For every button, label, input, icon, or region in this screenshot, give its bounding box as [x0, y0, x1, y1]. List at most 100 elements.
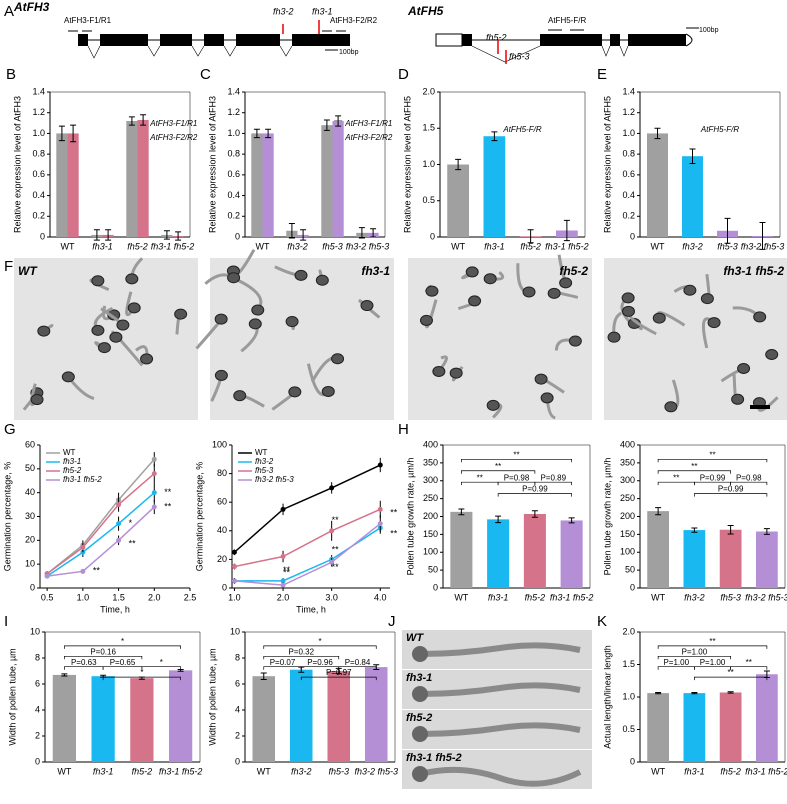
- pollen-grain: [559, 277, 573, 289]
- bar: [647, 133, 668, 237]
- y-tick-label: 0.4: [32, 190, 45, 200]
- bar: [56, 133, 68, 237]
- error-cap: [727, 691, 734, 694]
- significance: **: [332, 562, 340, 572]
- y-tick-label: 0.2: [32, 211, 45, 221]
- y-tick-label: 0.4: [227, 190, 240, 200]
- utr: [435, 33, 463, 47]
- mutation-site: [497, 40, 507, 64]
- series-line: [233, 464, 381, 553]
- error-cap: [655, 507, 662, 516]
- y-tick-label: 2.0: [422, 86, 435, 96]
- splice: [471, 45, 629, 63]
- bar: [483, 136, 506, 237]
- legend-label: fh3-2: [255, 457, 274, 466]
- y-tick-label: 50: [25, 463, 35, 473]
- bar: [756, 531, 778, 588]
- pollen-grain: [412, 766, 428, 782]
- pollen-tube: [419, 766, 582, 787]
- pollen-grain: [30, 394, 44, 406]
- point: [377, 462, 383, 468]
- y-tick-label: 1.0: [227, 128, 240, 138]
- bracket: [694, 676, 768, 681]
- significance: P=0.89: [540, 473, 566, 482]
- axis: [440, 91, 586, 237]
- pollen-grain: [547, 287, 561, 299]
- point: [329, 559, 335, 565]
- bar: [321, 125, 333, 237]
- bar: [647, 693, 669, 762]
- panel-label: K: [597, 613, 607, 630]
- x-tick-label: 2.0: [277, 592, 290, 602]
- error-cap: [689, 148, 696, 164]
- legend-label: AtFH3-F1/R1: [149, 119, 197, 128]
- bar: [52, 674, 76, 762]
- pollen-grain: [621, 305, 635, 317]
- error-cap: [458, 508, 465, 516]
- series-line: [234, 508, 381, 568]
- y-tick-label: 0: [235, 231, 240, 241]
- pollen-grain: [97, 342, 111, 354]
- x-tick-label: 2.0: [148, 592, 161, 602]
- significance: P=1.00: [663, 658, 689, 667]
- bar: [682, 156, 703, 237]
- y-tick-label: 60: [217, 497, 227, 507]
- error-cap: [655, 691, 662, 695]
- y-tick-label: 200: [620, 511, 635, 521]
- pollen-grain: [109, 331, 123, 343]
- pollen-grain: [486, 399, 500, 411]
- y-tick-label: 0.8: [622, 149, 635, 159]
- y-tick-label: 350: [620, 457, 635, 467]
- y-tick-label: 4: [35, 704, 40, 714]
- error-cap: [531, 510, 538, 518]
- x-tick-label: WT: [256, 241, 270, 251]
- pollen-grain: [331, 353, 345, 365]
- error-cap: [495, 515, 502, 524]
- panel-label: F: [4, 258, 13, 275]
- error-cap: [563, 219, 570, 242]
- x-tick-label: WT: [651, 766, 665, 776]
- error-cap: [358, 227, 365, 239]
- x-tick-label: fh3-2: [684, 592, 705, 602]
- bracket: [64, 645, 181, 649]
- significance: *: [318, 637, 321, 646]
- legend-swatch: [139, 134, 148, 142]
- series-line: [46, 473, 155, 575]
- y-axis-label: Germination percentage, %: [2, 462, 12, 572]
- x-tick-label: fh3-2 fh5-3: [346, 241, 390, 251]
- pollen-grain: [419, 314, 433, 326]
- pollen-grain: [412, 726, 428, 742]
- y-tick-label: 1.2: [227, 107, 240, 117]
- pollen-grain: [534, 373, 548, 385]
- bracket: [141, 666, 181, 670]
- y-tick-label: 2.0: [622, 626, 635, 636]
- point: [280, 578, 286, 584]
- point: [80, 568, 86, 574]
- y-tick-label: 0.2: [622, 211, 635, 221]
- legend-label: AtFH3-F1/R1: [344, 119, 392, 128]
- x-tick-label: fh3-1: [684, 766, 705, 776]
- legend-label: AtFH3-F2/R2: [149, 133, 198, 142]
- error-cap: [300, 229, 307, 241]
- y-axis-label: Actual length/linear length: [602, 645, 612, 749]
- error-cap: [527, 229, 534, 244]
- significance: **: [709, 450, 715, 459]
- point: [377, 521, 383, 527]
- allele-label: fh3-2: [273, 6, 294, 16]
- point: [329, 528, 335, 534]
- y-axis-label: Width of pollen tube, µm: [7, 648, 17, 745]
- series-line: [47, 506, 155, 577]
- significance: P=0.99: [718, 485, 744, 494]
- x-tick-label: fh3-2 fh5-3: [745, 592, 787, 602]
- point: [231, 578, 237, 584]
- y-tick-label: 0.8: [32, 149, 45, 159]
- y-tick-label: 8: [35, 652, 40, 662]
- exon: [78, 34, 88, 46]
- gene-name: AtFH5: [407, 4, 444, 18]
- x-tick-label: 2.5: [184, 592, 197, 602]
- bar: [365, 667, 388, 762]
- panel-label: A: [4, 3, 14, 20]
- pollen-grain: [683, 284, 697, 296]
- y-tick-label: 0.6: [227, 169, 240, 179]
- axis: [640, 631, 786, 762]
